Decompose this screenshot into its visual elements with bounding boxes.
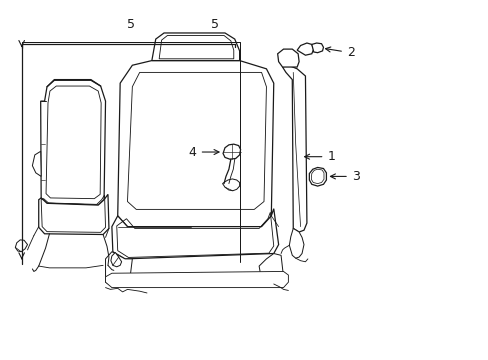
Polygon shape [105, 252, 132, 286]
Polygon shape [282, 65, 306, 232]
Text: 3: 3 [330, 170, 359, 183]
Polygon shape [309, 167, 326, 186]
Polygon shape [112, 209, 278, 259]
Polygon shape [105, 271, 288, 288]
Text: 2: 2 [325, 46, 354, 59]
Polygon shape [297, 43, 313, 55]
Polygon shape [311, 43, 323, 53]
Text: 4: 4 [188, 145, 219, 158]
Text: 1: 1 [304, 150, 335, 163]
Polygon shape [152, 33, 239, 60]
Polygon shape [15, 240, 27, 252]
Polygon shape [111, 252, 122, 267]
Text: 5: 5 [126, 18, 135, 31]
Polygon shape [222, 179, 239, 191]
Polygon shape [32, 151, 41, 176]
Text: 5: 5 [211, 18, 219, 31]
Polygon shape [223, 144, 240, 159]
Polygon shape [118, 60, 273, 226]
Polygon shape [159, 36, 233, 59]
Polygon shape [39, 194, 109, 234]
Polygon shape [259, 253, 283, 285]
Polygon shape [41, 80, 105, 205]
Polygon shape [277, 49, 299, 67]
Polygon shape [289, 228, 304, 258]
